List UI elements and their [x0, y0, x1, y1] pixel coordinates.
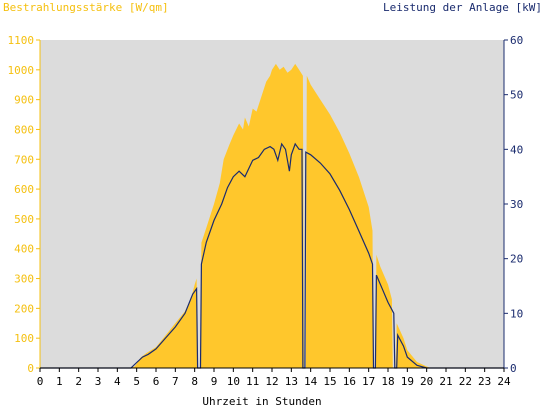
- x-tick-label: 18: [381, 375, 394, 388]
- x-tick-label: 22: [459, 375, 472, 388]
- left-tick-label: 0: [27, 362, 34, 375]
- x-tick-label: 7: [172, 375, 179, 388]
- right-tick-label: 60: [510, 34, 523, 47]
- right-tick-label: 20: [510, 253, 523, 266]
- right-tick-label: 40: [510, 143, 523, 156]
- x-tick-label: 4: [114, 375, 121, 388]
- right-tick-label: 0: [510, 362, 517, 375]
- x-tick-label: 23: [478, 375, 491, 388]
- x-tick-label: 10: [227, 375, 240, 388]
- x-tick-label: 11: [246, 375, 259, 388]
- left-tick-label: 500: [14, 213, 34, 226]
- x-tick-label: 19: [401, 375, 414, 388]
- x-tick-label: 15: [323, 375, 336, 388]
- x-axis-ticks: 0 1 2 3 4 5 6 7 8 9 10 11 12 13 14 15 16 17 18 19 20 21 22 23 24: [37, 368, 511, 388]
- right-tick-label: 30: [510, 198, 523, 211]
- x-tick-label: 9: [211, 375, 218, 388]
- x-tick-label: 21: [439, 375, 452, 388]
- right-axis-ticks: 0 10 20 30 40 50 60: [504, 34, 523, 375]
- x-tick-label: 8: [191, 375, 198, 388]
- x-tick-label: 2: [75, 375, 82, 388]
- x-tick-label: 5: [133, 375, 140, 388]
- left-tick-label: 200: [14, 302, 34, 315]
- x-tick-label: 16: [343, 375, 356, 388]
- x-tick-label: 1: [56, 375, 63, 388]
- right-tick-label: 10: [510, 307, 523, 320]
- right-axis-title: Leistung der Anlage [kW]: [383, 1, 542, 14]
- x-tick-label: 3: [95, 375, 102, 388]
- x-tick-label: 20: [420, 375, 433, 388]
- power-line: [40, 142, 504, 369]
- left-tick-label: 900: [14, 94, 34, 107]
- left-tick-label: 1000: [8, 64, 35, 77]
- power-series: [40, 142, 504, 369]
- x-tick-label: 12: [265, 375, 278, 388]
- irradiance-series: [40, 63, 504, 369]
- left-axis-title: Bestrahlungsstärke [W/qm]: [3, 1, 169, 14]
- left-tick-label: 400: [14, 243, 34, 256]
- x-tick-label: 14: [304, 375, 318, 388]
- x-axis-title: Uhrzeit in Stunden: [202, 395, 321, 408]
- right-tick-label: 50: [510, 89, 523, 102]
- left-tick-label: 700: [14, 153, 34, 166]
- left-tick-label: 800: [14, 123, 34, 136]
- x-tick-label: 17: [362, 375, 375, 388]
- x-tick-label: 6: [153, 375, 160, 388]
- x-tick-label: 0: [37, 375, 44, 388]
- irradiance-area: [40, 63, 504, 369]
- x-tick-label: 13: [285, 375, 298, 388]
- x-tick-label: 24: [497, 375, 511, 388]
- left-tick-label: 300: [14, 273, 34, 286]
- left-axis-ticks: 0 100 200 300 400 500 600 700 800 900 1000 1100: [8, 34, 40, 375]
- left-tick-label: 600: [14, 183, 34, 196]
- left-tick-label: 100: [14, 332, 34, 345]
- left-tick-label: 1100: [8, 34, 35, 47]
